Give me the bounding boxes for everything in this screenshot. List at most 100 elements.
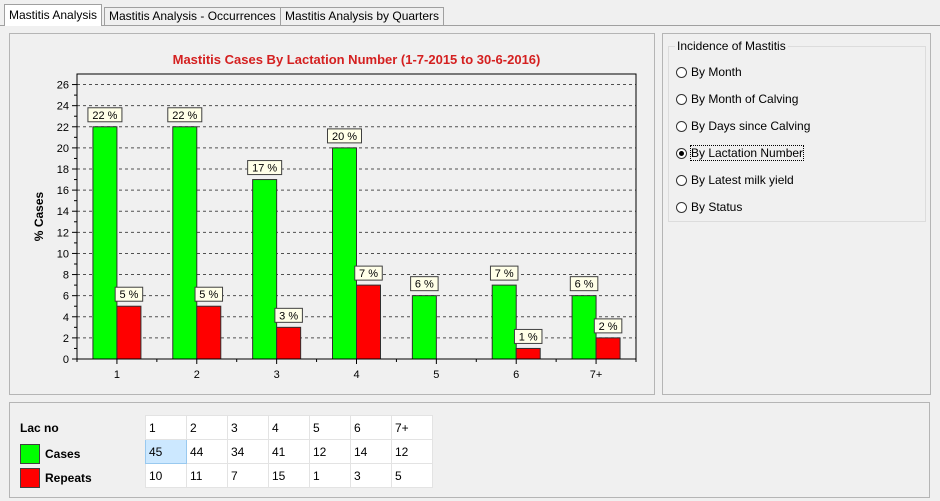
radio-by-month[interactable]: By Month	[676, 64, 742, 80]
x-tick-label: 3	[274, 369, 280, 381]
tab-mastitis-analysis-occurrences[interactable]: Mastitis Analysis - Occurrences	[104, 7, 281, 25]
table-cell[interactable]: 5	[309, 415, 351, 440]
data-label: 17 %	[252, 163, 277, 175]
y-tick-label: 6	[63, 291, 69, 303]
data-label-box	[327, 128, 362, 144]
lactation-bar-chart: Mastitis Cases By Lactation Number (1-7-…	[32, 52, 637, 381]
tab-strip: Mastitis Analysis Mastitis Analysis - Oc…	[0, 0, 940, 26]
data-label: 3 %	[279, 310, 298, 322]
table-cell[interactable]: 4	[268, 415, 310, 440]
y-tick-label: 18	[57, 164, 69, 176]
incidence-groupbox: Incidence of Mastitis By Month By Month …	[668, 39, 926, 222]
table-row-cases: 45 44 34 41 12 14 12	[145, 439, 433, 464]
repeats-color-swatch	[20, 468, 40, 488]
lac-no-label: Lac no	[20, 421, 59, 435]
chart-panel: Mastitis Cases By Lactation Number (1-7-…	[9, 33, 655, 395]
data-label-box	[274, 307, 303, 323]
table-cell[interactable]: 1	[309, 463, 351, 488]
table-row-repeats: 10 11 7 15 1 3 5	[145, 463, 433, 488]
y-tick-label: 2	[63, 333, 69, 345]
cases-bar	[491, 284, 517, 360]
table-cell[interactable]: 1	[145, 415, 187, 440]
plot-frame	[76, 73, 637, 360]
data-label: 2 %	[599, 321, 618, 333]
radio-label: By Days since Calving	[691, 119, 811, 133]
table-cell[interactable]: 2	[186, 415, 228, 440]
radio-label: By Month	[691, 65, 742, 79]
cases-bar	[332, 147, 357, 360]
table-cell[interactable]: 34	[227, 439, 269, 464]
radio-button-icon[interactable]	[676, 174, 687, 186]
radio-label: By Status	[691, 200, 743, 214]
tab-mastitis-analysis-by-quarters[interactable]: Mastitis Analysis by Quarters	[280, 7, 445, 25]
radio-button-icon[interactable]	[676, 201, 687, 213]
y-tick-label: 24	[57, 101, 69, 113]
data-label: 22 %	[92, 110, 117, 122]
repeats-bar	[276, 326, 302, 360]
data-label: 6 %	[575, 279, 594, 291]
y-tick-label: 4	[63, 312, 69, 324]
repeats-bar	[595, 337, 621, 360]
data-label-box	[194, 286, 224, 302]
radio-by-latest-milk-yield[interactable]: By Latest milk yield	[676, 172, 794, 188]
table-cell[interactable]: 5	[391, 463, 433, 488]
repeats-bar	[116, 305, 142, 360]
radio-by-lactation-number[interactable]: By Lactation Number	[676, 145, 805, 161]
data-label-box	[87, 107, 123, 123]
table-cell[interactable]: 3	[350, 463, 392, 488]
table-cell[interactable]: 11	[186, 463, 228, 488]
table-cell[interactable]: 6	[350, 415, 392, 440]
radio-label: By Month of Calving	[691, 92, 799, 106]
table-cell[interactable]: 7+	[391, 415, 433, 440]
data-label-box	[569, 276, 599, 292]
table-cell[interactable]: 41	[268, 439, 310, 464]
table-cell[interactable]: 10	[145, 463, 187, 488]
table-cell[interactable]: 15	[268, 463, 310, 488]
cases-bar	[571, 295, 597, 360]
y-tick-label: 22	[57, 122, 69, 134]
cases-bar	[252, 179, 278, 360]
x-tick-label: 5	[433, 369, 439, 381]
repeats-bar	[356, 284, 381, 360]
x-tick-label: 2	[194, 369, 200, 381]
cases-legend-label: Cases	[45, 447, 81, 461]
radio-by-month-of-calving[interactable]: By Month of Calving	[676, 91, 798, 107]
radio-button-icon[interactable]	[676, 120, 687, 132]
radio-button-checked-icon[interactable]	[676, 147, 687, 159]
table-cell[interactable]: 12	[391, 439, 433, 464]
y-tick-label: 14	[57, 206, 69, 218]
data-label-box	[513, 328, 543, 344]
repeats-bar	[196, 305, 222, 360]
table-cell-selected[interactable]: 45	[145, 439, 187, 464]
data-label: 7 %	[359, 268, 378, 280]
data-label: 20 %	[332, 131, 357, 143]
radio-by-days-since-calving[interactable]: By Days since Calving	[676, 118, 810, 134]
chart-title: Mastitis Cases By Lactation Number (1-7-…	[173, 52, 541, 67]
table-cell[interactable]: 44	[186, 439, 228, 464]
data-label: 5 %	[119, 289, 138, 301]
data-label: 1 %	[519, 331, 538, 343]
radio-by-status[interactable]: By Status	[676, 199, 742, 215]
radio-button-icon[interactable]	[676, 93, 687, 105]
table-cell[interactable]: 7	[227, 463, 269, 488]
radio-label: By Latest milk yield	[691, 173, 794, 187]
tab-mastitis-analysis[interactable]: Mastitis Analysis	[4, 4, 103, 26]
y-tick-label: 16	[57, 185, 69, 197]
table-cell[interactable]: 3	[227, 415, 269, 440]
data-label-box	[247, 160, 283, 176]
table-cell[interactable]: 12	[309, 439, 351, 464]
x-tick-label: 7+	[590, 369, 603, 381]
repeats-legend-label: Repeats	[45, 471, 92, 485]
radio-button-icon[interactable]	[676, 66, 687, 78]
data-label: 22 %	[172, 110, 197, 122]
table-cell[interactable]: 14	[350, 439, 392, 464]
y-tick-label: 20	[57, 143, 69, 155]
x-tick-label: 6	[513, 369, 519, 381]
table-row-lac-no: 1 2 3 4 5 6 7+	[145, 415, 433, 440]
lactation-data-grid[interactable]: 1 2 3 4 5 6 7+ 45 44 34 41 12 14 12 10 1…	[145, 415, 433, 488]
tab-strip-border	[0, 25, 940, 26]
data-label-box	[114, 286, 144, 302]
cases-bar	[172, 126, 198, 360]
data-label-box	[167, 107, 203, 123]
data-label: 5 %	[199, 289, 218, 301]
